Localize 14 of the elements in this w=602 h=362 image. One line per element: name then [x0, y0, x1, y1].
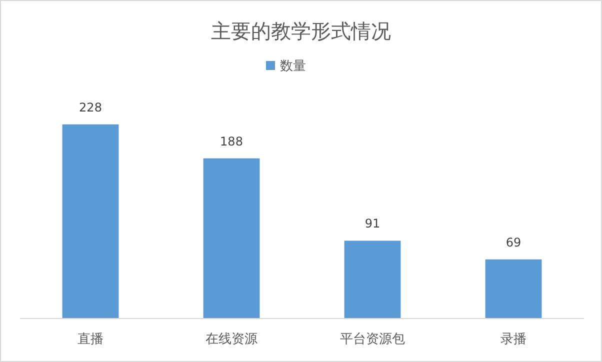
x-tick-label: 直播: [78, 332, 104, 347]
bar: [62, 124, 119, 318]
x-tick-label: 录播: [500, 332, 526, 347]
x-tick-label: 在线资源: [206, 332, 258, 347]
bar: [485, 259, 542, 318]
legend-label: 数量: [280, 59, 306, 74]
x-tick-label: 平台资源包: [340, 332, 405, 347]
data-label: 69: [506, 235, 522, 250]
bar: [203, 158, 260, 318]
bar: [344, 240, 401, 318]
data-label: 188: [220, 134, 243, 148]
data-label: 228: [79, 100, 102, 114]
chart-title: 主要的教学形式情况: [211, 19, 391, 43]
data-label: 91: [364, 216, 380, 231]
